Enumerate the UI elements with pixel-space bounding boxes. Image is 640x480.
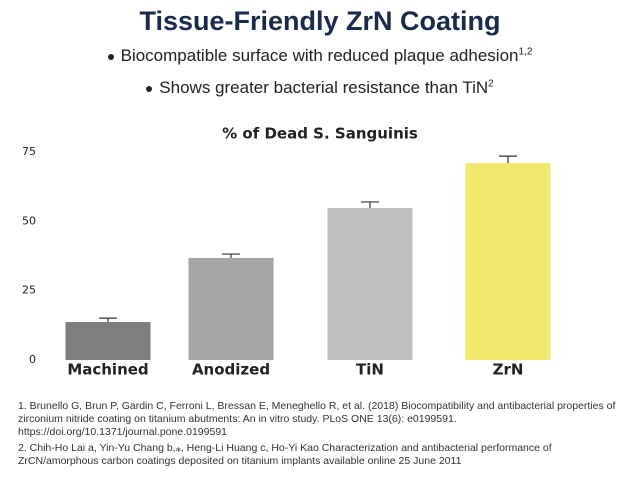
chart-title: % of Dead S. Sanguinis bbox=[222, 125, 418, 143]
x-tick-label: Anodized bbox=[192, 361, 270, 379]
error-bar bbox=[222, 253, 240, 258]
x-tick-label: ZrN bbox=[493, 361, 524, 379]
bar bbox=[188, 257, 274, 360]
y-tick-label: 25 bbox=[22, 284, 36, 297]
slide-title: Tissue-Friendly ZrN Coating bbox=[139, 6, 501, 36]
y-tick-label: 0 bbox=[29, 353, 36, 366]
bullet-text: Biocompatible surface with reduced plaqu… bbox=[120, 46, 519, 65]
y-tick-label: 75 bbox=[22, 145, 36, 158]
bullet: Shows greater bacterial resistance than … bbox=[0, 78, 640, 98]
citation: 2 bbox=[488, 78, 494, 90]
error-bar bbox=[361, 201, 379, 209]
x-tick-label: Machined bbox=[67, 361, 148, 379]
error-bar bbox=[499, 155, 517, 164]
bullet: Biocompatible surface with reduced plaqu… bbox=[0, 46, 640, 66]
chart: % of Dead S. Sanguinis 0 25 50 75 Machined An… bbox=[22, 125, 551, 379]
bullet-text: Shows greater bacterial resistance than … bbox=[159, 78, 489, 97]
reference: 1. Brunello G, Brun P, Gardin C, Ferroni… bbox=[18, 400, 616, 438]
citation: 1,2 bbox=[518, 46, 533, 58]
bar bbox=[465, 163, 551, 360]
x-tick-label: TiN bbox=[356, 361, 384, 379]
error-bar bbox=[99, 317, 117, 323]
references: 1. Brunello G, Brun P, Gardin C, Ferroni… bbox=[18, 400, 624, 471]
bar bbox=[65, 322, 151, 360]
bullet-dot bbox=[107, 53, 114, 60]
y-tick-label: 50 bbox=[22, 214, 36, 227]
reference: 2. Chih-Ho Lai a, Yin-Yu Chang b,⁎, Heng… bbox=[18, 442, 552, 467]
bar bbox=[327, 208, 413, 360]
bullet-dot bbox=[146, 85, 153, 92]
